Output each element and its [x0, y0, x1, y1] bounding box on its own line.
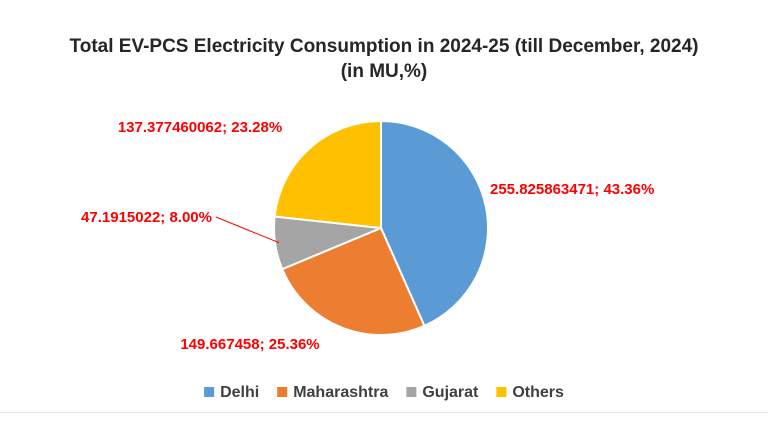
divider: [0, 412, 768, 413]
data-label-maharashtra: 149.667458; 25.36%: [180, 336, 319, 353]
legend: Delhi Maharashtra Gujarat Others: [204, 384, 564, 401]
legend-swatch-others: [496, 387, 507, 397]
legend-label-maharashtra: Maharashtra: [293, 384, 388, 401]
leader-line-gujarat: [215, 216, 280, 244]
pie-slices: [273, 119, 489, 336]
data-label-gujarat: 47.1915022; 8.00%: [81, 209, 212, 226]
legend-swatch-delhi: [204, 387, 215, 397]
data-label-delhi: 255.825863471; 43.36%: [490, 181, 654, 198]
leader-lines: [215, 216, 280, 244]
data-label-others: 137.377460062; 23.28%: [118, 119, 282, 136]
legend-swatch-gujarat: [406, 387, 417, 397]
legend-label-delhi: Delhi: [220, 384, 259, 401]
chart-title: Total EV-PCS Electricity Consumption in …: [70, 36, 699, 57]
chart-subtitle: (in MU,%): [341, 61, 428, 82]
legend-label-gujarat: Gujarat: [422, 384, 479, 401]
pie-slice-delhi: [380, 119, 489, 328]
data-labels: 255.825863471; 43.36% 149.667458; 25.36% 4…: [81, 119, 654, 353]
pie-slice-others: [273, 119, 382, 230]
legend-item-others: Others: [496, 384, 564, 401]
legend-label-others: Others: [512, 384, 564, 401]
legend-item-delhi: Delhi: [204, 384, 259, 401]
legend-swatch-maharashtra: [277, 387, 288, 397]
legend-item-maharashtra: Maharashtra: [277, 384, 388, 401]
legend-item-gujarat: Gujarat: [406, 384, 479, 401]
